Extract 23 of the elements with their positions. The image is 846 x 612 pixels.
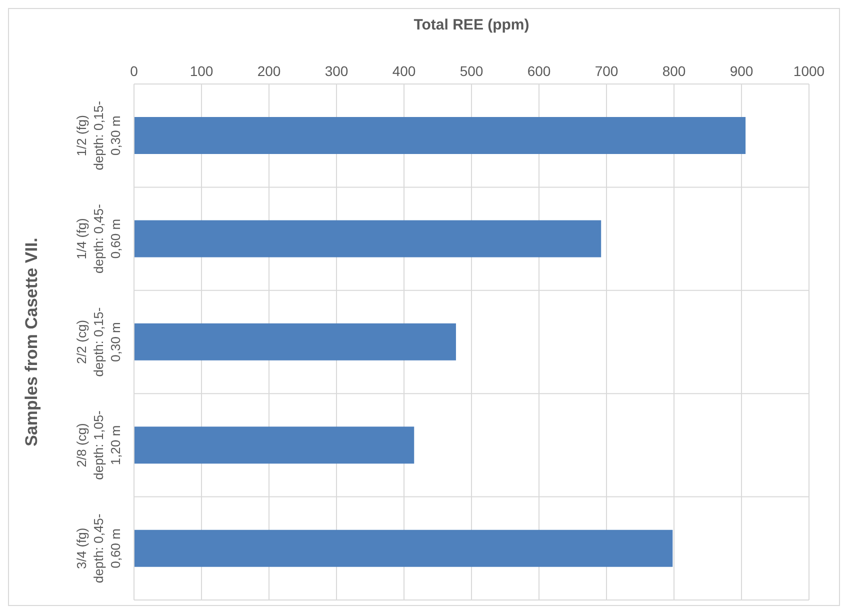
bar (134, 220, 602, 258)
x-tick-label: 1000 (793, 63, 825, 79)
y-tick-label: 2/8 (cg) depth: 1,05-1,20 m (74, 410, 123, 480)
y-tick-label: 2/2 (cg) depth: 0,15-0,30 m (74, 307, 123, 377)
bar (134, 530, 673, 567)
x-tick-label: 900 (730, 63, 754, 79)
x-tick-label: 200 (257, 63, 281, 79)
x-tick-label: 400 (392, 63, 416, 79)
x-axis-title: Total REE (ppm) (414, 16, 530, 34)
y-tick-label: 1/4 (fg) depth: 0,45-0,60 m (74, 204, 123, 274)
bar (134, 323, 456, 360)
x-tick-label: 600 (527, 63, 551, 79)
x-tick-label: 300 (324, 63, 348, 79)
x-tick-label: 100 (190, 63, 214, 79)
y-tick-label: 3/4 (fg) depth: 0,45-0,60 m (74, 514, 123, 584)
x-tick-label: 0 (130, 63, 138, 79)
x-tick-label: 500 (460, 63, 484, 79)
x-tick-label: 700 (594, 63, 618, 79)
x-tick-label: 800 (662, 63, 686, 79)
y-tick-label: 1/2 (fg) depth: 0,15-0,30 m (74, 100, 123, 170)
y-axis-title: Samples from Casette VII. (22, 238, 42, 446)
bar (134, 117, 746, 154)
bar (134, 426, 414, 464)
